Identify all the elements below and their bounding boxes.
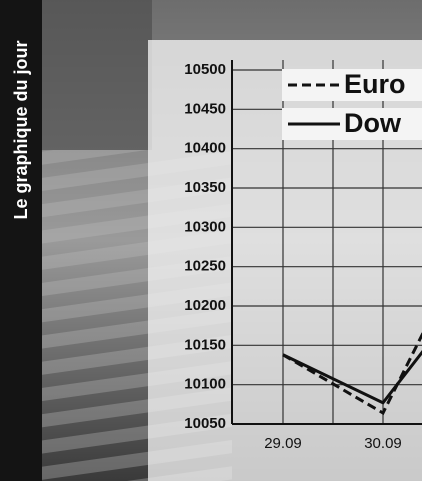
legend-label: Euro xyxy=(344,69,406,99)
y-tick-label: 10050 xyxy=(184,415,226,432)
y-tick-label: 10100 xyxy=(184,376,226,393)
screenshot: Le graphique du jour 10050 10100 10150 1020… xyxy=(0,0,422,481)
y-tick-label: 10250 xyxy=(184,258,226,275)
x-tick-label: 29.09 xyxy=(264,435,302,452)
y-tick-label: 10400 xyxy=(184,140,226,157)
y-tick-label: 10300 xyxy=(184,218,226,235)
y-tick-label: 10500 xyxy=(184,61,226,78)
section-title: Le graphique du jour xyxy=(11,41,31,220)
y-tick-label: 10450 xyxy=(184,100,226,117)
y-tick-label: 10200 xyxy=(184,297,226,314)
y-tick-label: 10150 xyxy=(184,336,226,353)
y-tick-label: 10350 xyxy=(184,179,226,196)
x-tick-label: 30.09 xyxy=(364,435,402,452)
legend-label: Dow xyxy=(344,108,402,138)
flag-canton xyxy=(42,0,152,150)
